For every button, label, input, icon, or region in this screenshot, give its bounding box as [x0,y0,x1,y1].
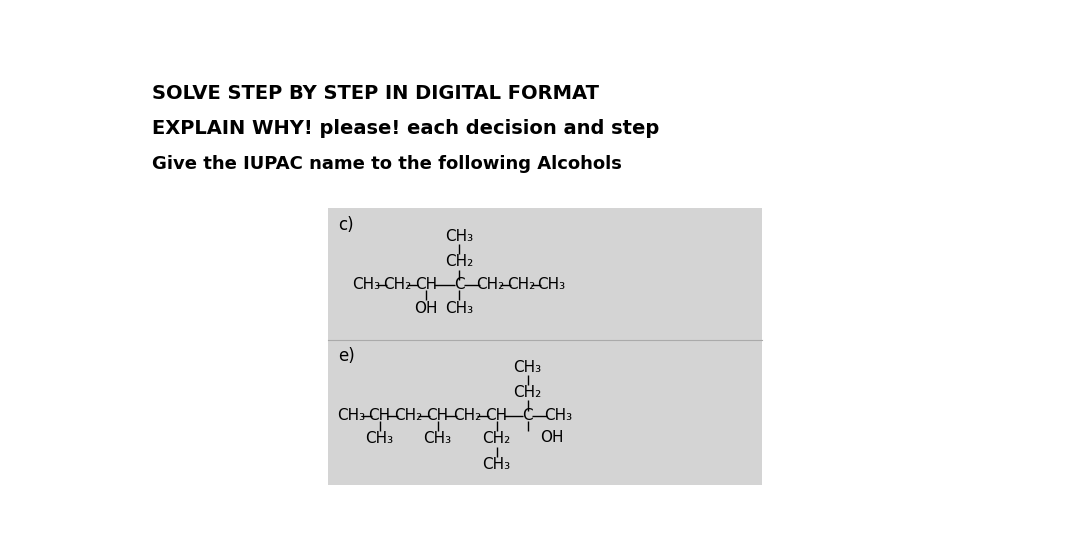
Text: CH₃: CH₃ [513,360,542,375]
Text: CH: CH [368,409,391,423]
Text: C: C [454,277,465,292]
Text: CH₃: CH₃ [423,432,452,447]
Text: OH: OH [415,301,438,316]
Text: CH₃: CH₃ [482,457,510,472]
Text: CH₂: CH₂ [507,277,535,292]
Text: CH₂: CH₂ [482,432,511,447]
Text: OH: OH [540,430,563,445]
Text: CH: CH [427,409,448,423]
Text: CH₃: CH₃ [445,229,473,244]
Text: CH: CH [485,409,508,423]
Text: EXPLAIN WHY! please! each decision and step: EXPLAIN WHY! please! each decision and s… [153,120,660,139]
Text: CH₂: CH₂ [394,409,422,423]
Text: e): e) [338,347,354,364]
Text: SOLVE STEP BY STEP IN DIGITAL FORMAT: SOLVE STEP BY STEP IN DIGITAL FORMAT [153,84,599,103]
Bar [327,208,761,485]
Text: CH₂: CH₂ [477,277,505,292]
Text: CH₃: CH₃ [537,277,565,292]
Text: CH: CH [415,277,438,292]
Text: c): c) [338,216,353,234]
Text: CH₂: CH₂ [383,277,412,292]
Text: CH₃: CH₃ [337,409,365,423]
Text: CH₂: CH₂ [453,409,481,423]
Text: CH₃: CH₃ [365,432,393,447]
Text: CH₂: CH₂ [513,385,542,400]
Text: CH₂: CH₂ [445,254,473,269]
Text: C: C [522,409,533,423]
Text: Give the IUPAC name to the following Alcohols: Give the IUPAC name to the following Alc… [153,155,623,173]
Text: CH₃: CH₃ [544,409,572,423]
Text: CH₃: CH₃ [352,277,380,292]
Text: CH₃: CH₃ [445,301,473,316]
